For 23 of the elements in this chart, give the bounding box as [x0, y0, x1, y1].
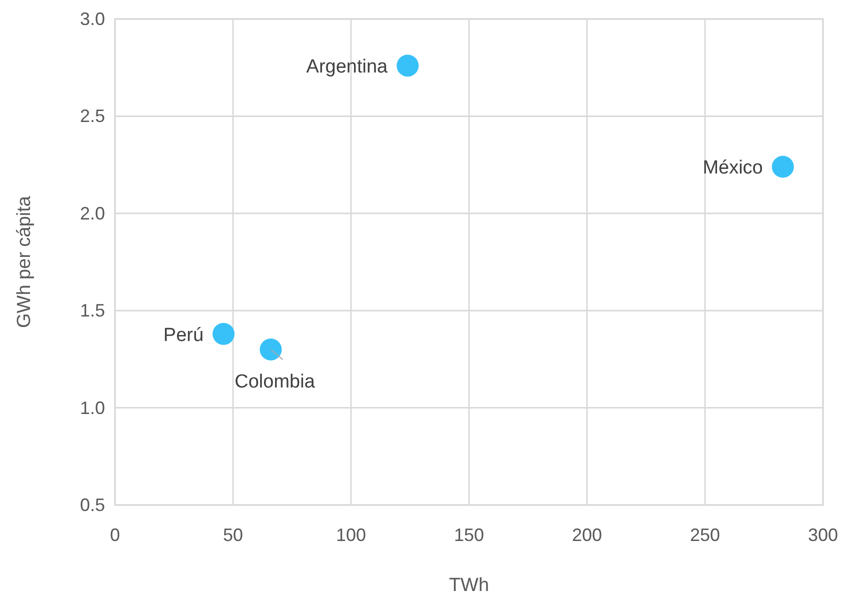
x-tick-label: 100 — [336, 525, 366, 545]
x-tick-label: 200 — [572, 525, 602, 545]
point — [212, 322, 235, 345]
annotation: Argentina — [306, 56, 388, 78]
y-tick-label: 1.5 — [80, 300, 105, 321]
annotation: Colombia — [234, 371, 316, 392]
point — [260, 338, 282, 360]
point — [772, 156, 794, 178]
y-tick-label: 1.0 — [80, 398, 105, 418]
point — [396, 54, 419, 77]
x-axis-title: TWh — [448, 575, 490, 596]
annotation: México — [702, 158, 763, 179]
x-tick-label: 150 — [454, 525, 484, 545]
y-tick-label: 3.0 — [80, 9, 105, 29]
annotation: Perú — [163, 324, 204, 346]
y-tick-label: 0.5 — [80, 495, 105, 515]
x-tick-label: 50 — [222, 525, 244, 545]
y-tick-label: 2.0 — [80, 203, 105, 224]
x-tick-label: 0 — [110, 525, 120, 545]
y-tick-label: 2.5 — [80, 106, 105, 126]
x-tick-label: 250 — [690, 525, 720, 545]
x-tick-label: 300 — [808, 525, 838, 545]
y-axis-title: GWh per cápita — [14, 196, 35, 328]
